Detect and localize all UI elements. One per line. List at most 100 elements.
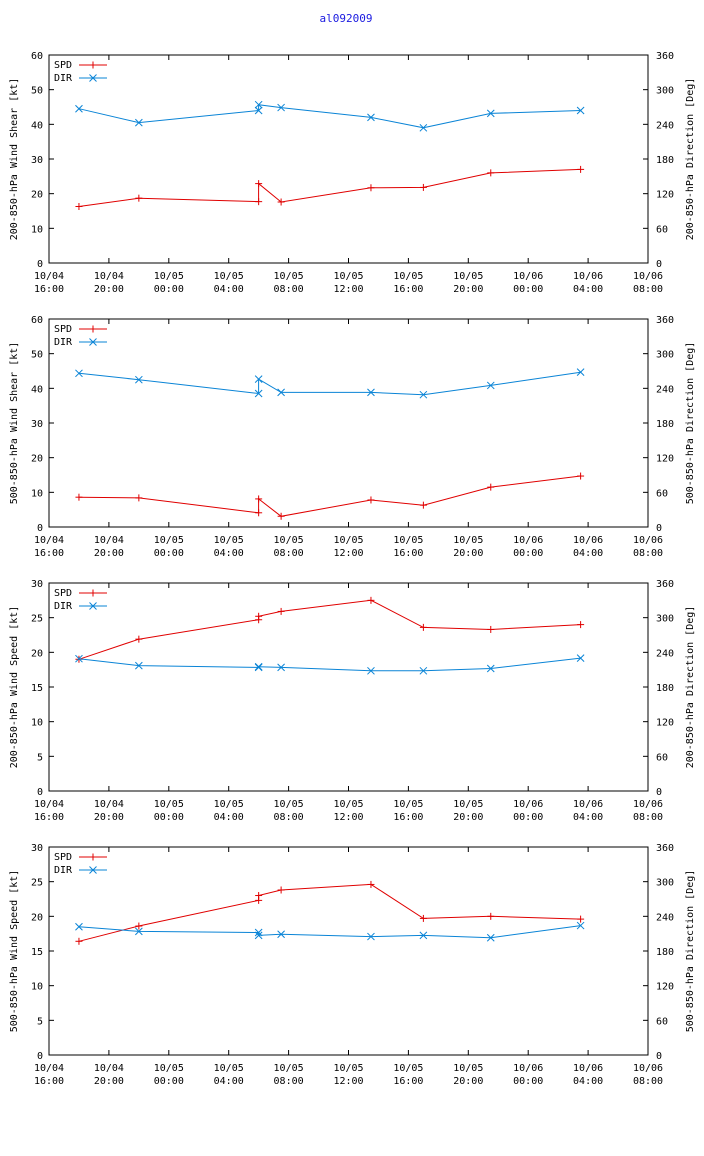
- y2-tick-label: 300: [656, 86, 674, 97]
- y-tick-label: 30: [31, 155, 43, 166]
- spd-point: [419, 183, 427, 191]
- y-tick-label: 0: [37, 259, 43, 270]
- x-tick-label-time: 16:00: [393, 284, 423, 295]
- y-tick-label: 15: [31, 947, 43, 958]
- y2-axis-label: 500-850-hPa Direction [Deg]: [685, 870, 696, 1033]
- y2-tick-label: 240: [656, 912, 674, 923]
- x-tick-label-day: 10/06: [573, 1063, 603, 1074]
- y2-tick-label: 120: [656, 454, 674, 465]
- x-tick-label-time: 12:00: [333, 284, 363, 295]
- x-tick-label-time: 08:00: [633, 1076, 663, 1087]
- y2-tick-label: 300: [656, 878, 674, 889]
- spd-point: [135, 194, 143, 202]
- x-tick-label-time: 00:00: [513, 284, 543, 295]
- y2-tick-label: 0: [656, 523, 662, 534]
- y-tick-label: 60: [31, 315, 43, 326]
- x-tick-label-day: 10/05: [154, 535, 184, 546]
- dir-point: [254, 389, 263, 398]
- x-tick-label-day: 10/04: [34, 535, 64, 546]
- panel-3: 05101520253006012018024030036010/0416:00…: [9, 579, 696, 823]
- x-tick-label-day: 10/06: [633, 799, 663, 810]
- x-tick-label-day: 10/04: [94, 799, 124, 810]
- x-tick-label-time: 00:00: [154, 1076, 184, 1087]
- x-tick-label-time: 12:00: [333, 548, 363, 559]
- x-tick-label-time: 20:00: [453, 548, 483, 559]
- dir-series-line: [78, 371, 581, 396]
- spd-point: [577, 915, 585, 923]
- spd-point: [75, 937, 83, 945]
- dir-marker-b: [254, 931, 263, 940]
- x-tick-label-time: 08:00: [274, 284, 304, 295]
- legend-label-dir: DIR: [54, 865, 73, 876]
- x-tick-label-day: 10/05: [274, 1063, 304, 1074]
- dir-point: [254, 931, 263, 940]
- x-tick-label-day: 10/05: [453, 1063, 483, 1074]
- y-axis-label: 500-850-hPa Wind Shear [kt]: [9, 342, 20, 505]
- y-tick-label: 20: [31, 190, 43, 201]
- x-tick-label-day: 10/04: [34, 1063, 64, 1074]
- y-tick-label: 15: [31, 683, 43, 694]
- spd-point: [419, 623, 427, 631]
- dir-marker-b: [576, 921, 585, 930]
- dir-point: [134, 118, 143, 127]
- spd-point: [75, 493, 83, 501]
- x-tick-label-day: 10/04: [94, 271, 124, 282]
- x-tick-label-time: 08:00: [274, 548, 304, 559]
- x-tick-label-day: 10/04: [34, 271, 64, 282]
- dir-marker-b: [367, 932, 375, 941]
- dir-marker-b: [277, 663, 285, 672]
- plot-frame: [48, 846, 649, 1056]
- y2-tick-label: 360: [656, 579, 674, 590]
- x-tick-label-day: 10/05: [333, 271, 363, 282]
- x-tick-label-time: 08:00: [633, 812, 663, 823]
- x-tick-label-day: 10/05: [274, 271, 304, 282]
- x-tick-label-day: 10/05: [333, 535, 363, 546]
- dir-point: [75, 922, 83, 931]
- dir-marker-b: [254, 100, 263, 109]
- y-tick-label: 30: [31, 419, 43, 430]
- x-tick-label-day: 10/06: [573, 799, 603, 810]
- y2-tick-label: 300: [656, 350, 674, 361]
- x-tick-label-day: 10/05: [393, 799, 423, 810]
- y-tick-label: 10: [31, 224, 43, 235]
- x-tick-label-day: 10/04: [34, 799, 64, 810]
- dir-point: [419, 123, 428, 132]
- panel-4: 05101520253006012018024030036010/0416:00…: [9, 843, 696, 1087]
- x-tick-label-day: 10/05: [214, 799, 244, 810]
- x-tick-label-time: 04:00: [573, 1076, 603, 1087]
- dir-point: [134, 927, 143, 936]
- dir-marker-b: [486, 933, 495, 942]
- x-tick-label-day: 10/06: [513, 271, 543, 282]
- y2-tick-label: 240: [656, 384, 674, 395]
- x-tick-label-time: 08:00: [633, 284, 663, 295]
- legend-label-spd: SPD: [54, 324, 72, 335]
- spd-point: [277, 607, 285, 615]
- x-tick-label-day: 10/05: [214, 1063, 244, 1074]
- x-tick-label-day: 10/06: [513, 799, 543, 810]
- x-tick-label-time: 16:00: [34, 548, 64, 559]
- dir-marker-b: [367, 666, 375, 675]
- x-tick-label-day: 10/05: [453, 271, 483, 282]
- x-tick-label-time: 00:00: [513, 812, 543, 823]
- y-tick-label: 5: [37, 752, 43, 763]
- dir-point: [576, 921, 585, 930]
- y2-axis-label: 200-850-hPa Direction [Deg]: [685, 606, 696, 769]
- x-tick-label-time: 04:00: [214, 284, 244, 295]
- dir-marker-b: [134, 927, 143, 936]
- dir-point: [254, 662, 263, 671]
- x-tick-label-day: 10/05: [154, 799, 184, 810]
- dir-point: [419, 390, 428, 399]
- y2-tick-label: 0: [656, 259, 662, 270]
- x-tick-label-time: 00:00: [513, 548, 543, 559]
- x-tick-label-day: 10/06: [573, 535, 603, 546]
- x-tick-label-time: 04:00: [573, 284, 603, 295]
- spd-point: [135, 494, 143, 502]
- y-tick-label: 60: [31, 51, 43, 62]
- dir-marker-b: [277, 388, 285, 397]
- x-tick-label-time: 04:00: [214, 548, 244, 559]
- y-tick-label: 50: [31, 86, 43, 97]
- x-tick-label-day: 10/04: [94, 1063, 124, 1074]
- spd-point: [75, 202, 83, 210]
- dir-marker-b: [419, 390, 428, 399]
